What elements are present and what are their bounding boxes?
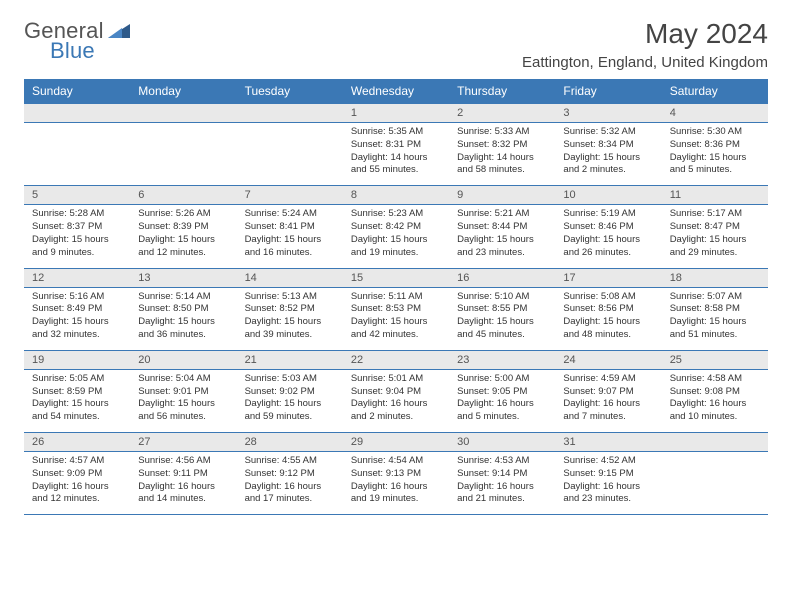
brand-triangle-icon xyxy=(108,22,130,43)
location-subtitle: Eattington, England, United Kingdom xyxy=(522,54,768,71)
month-title: May 2024 xyxy=(522,18,768,50)
day-number: 17 xyxy=(555,269,661,287)
day-info: Sunrise: 5:17 AMSunset: 8:47 PMDaylight:… xyxy=(662,205,768,267)
day-number: 7 xyxy=(237,186,343,204)
day-info: Sunrise: 4:55 AMSunset: 9:12 PMDaylight:… xyxy=(237,452,343,514)
day-number: 8 xyxy=(343,186,449,204)
day-number: 29 xyxy=(343,433,449,451)
day-number: 31 xyxy=(555,433,661,451)
day-number: 23 xyxy=(449,351,555,369)
day-number: 28 xyxy=(237,433,343,451)
day-number: 4 xyxy=(662,104,768,122)
day-info: Sunrise: 5:33 AMSunset: 8:32 PMDaylight:… xyxy=(449,123,555,185)
brand-text-blue: Blue xyxy=(24,38,95,64)
weekday-header: Friday xyxy=(555,79,661,104)
day-info-row: Sunrise: 5:28 AMSunset: 8:37 PMDaylight:… xyxy=(24,205,768,268)
day-number-row: 567891011 xyxy=(24,186,768,205)
day-info: Sunrise: 4:58 AMSunset: 9:08 PMDaylight:… xyxy=(662,370,768,432)
day-info xyxy=(24,123,130,185)
weekday-header: Tuesday xyxy=(237,79,343,104)
day-info-row: Sunrise: 5:35 AMSunset: 8:31 PMDaylight:… xyxy=(24,123,768,186)
day-info: Sunrise: 5:35 AMSunset: 8:31 PMDaylight:… xyxy=(343,123,449,185)
day-info: Sunrise: 5:03 AMSunset: 9:02 PMDaylight:… xyxy=(237,370,343,432)
day-number: 18 xyxy=(662,269,768,287)
day-number: 30 xyxy=(449,433,555,451)
day-info: Sunrise: 5:10 AMSunset: 8:55 PMDaylight:… xyxy=(449,288,555,350)
day-info: Sunrise: 4:53 AMSunset: 9:14 PMDaylight:… xyxy=(449,452,555,514)
weekday-header: Wednesday xyxy=(343,79,449,104)
day-info: Sunrise: 5:32 AMSunset: 8:34 PMDaylight:… xyxy=(555,123,661,185)
day-number: 10 xyxy=(555,186,661,204)
brand-logo: General Blue xyxy=(24,18,130,64)
day-number-row: 262728293031 xyxy=(24,433,768,452)
day-info: Sunrise: 5:07 AMSunset: 8:58 PMDaylight:… xyxy=(662,288,768,350)
weekday-header: Thursday xyxy=(449,79,555,104)
day-number: 21 xyxy=(237,351,343,369)
day-info: Sunrise: 5:21 AMSunset: 8:44 PMDaylight:… xyxy=(449,205,555,267)
day-info: Sunrise: 4:56 AMSunset: 9:11 PMDaylight:… xyxy=(130,452,236,514)
day-number: 11 xyxy=(662,186,768,204)
day-info: Sunrise: 5:13 AMSunset: 8:52 PMDaylight:… xyxy=(237,288,343,350)
day-info: Sunrise: 5:05 AMSunset: 8:59 PMDaylight:… xyxy=(24,370,130,432)
day-number: 16 xyxy=(449,269,555,287)
day-number-row: 19202122232425 xyxy=(24,350,768,369)
calendar-header-row: SundayMondayTuesdayWednesdayThursdayFrid… xyxy=(24,79,768,104)
day-number: 13 xyxy=(130,269,236,287)
calendar-page: General Blue May 2024 Eattington, Englan… xyxy=(0,0,792,612)
day-number: 2 xyxy=(449,104,555,122)
day-number: 9 xyxy=(449,186,555,204)
day-number: 19 xyxy=(24,351,130,369)
day-number: 3 xyxy=(555,104,661,122)
day-info: Sunrise: 5:23 AMSunset: 8:42 PMDaylight:… xyxy=(343,205,449,267)
day-info: Sunrise: 5:04 AMSunset: 9:01 PMDaylight:… xyxy=(130,370,236,432)
day-info: Sunrise: 5:01 AMSunset: 9:04 PMDaylight:… xyxy=(343,370,449,432)
day-info: Sunrise: 5:14 AMSunset: 8:50 PMDaylight:… xyxy=(130,288,236,350)
day-number: 14 xyxy=(237,269,343,287)
day-number-row: 1234 xyxy=(24,104,768,123)
weekday-header: Monday xyxy=(130,79,236,104)
day-number xyxy=(130,104,236,122)
day-number: 22 xyxy=(343,351,449,369)
day-info: Sunrise: 4:54 AMSunset: 9:13 PMDaylight:… xyxy=(343,452,449,514)
day-info xyxy=(130,123,236,185)
weekday-header: Sunday xyxy=(24,79,130,104)
day-number xyxy=(24,104,130,122)
day-number: 1 xyxy=(343,104,449,122)
day-number-row: 12131415161718 xyxy=(24,268,768,287)
day-info-row: Sunrise: 4:57 AMSunset: 9:09 PMDaylight:… xyxy=(24,452,768,515)
weekday-header: Saturday xyxy=(662,79,768,104)
day-info: Sunrise: 5:30 AMSunset: 8:36 PMDaylight:… xyxy=(662,123,768,185)
day-info: Sunrise: 5:08 AMSunset: 8:56 PMDaylight:… xyxy=(555,288,661,350)
day-info-row: Sunrise: 5:05 AMSunset: 8:59 PMDaylight:… xyxy=(24,369,768,432)
day-info: Sunrise: 4:52 AMSunset: 9:15 PMDaylight:… xyxy=(555,452,661,514)
calendar-table: SundayMondayTuesdayWednesdayThursdayFrid… xyxy=(24,79,768,514)
calendar-body: 1234Sunrise: 5:35 AMSunset: 8:31 PMDayli… xyxy=(24,104,768,515)
day-info: Sunrise: 4:59 AMSunset: 9:07 PMDaylight:… xyxy=(555,370,661,432)
day-number: 27 xyxy=(130,433,236,451)
day-number xyxy=(237,104,343,122)
day-info: Sunrise: 5:16 AMSunset: 8:49 PMDaylight:… xyxy=(24,288,130,350)
day-info: Sunrise: 5:26 AMSunset: 8:39 PMDaylight:… xyxy=(130,205,236,267)
day-info xyxy=(662,452,768,514)
day-number: 24 xyxy=(555,351,661,369)
day-number: 5 xyxy=(24,186,130,204)
day-info-row: Sunrise: 5:16 AMSunset: 8:49 PMDaylight:… xyxy=(24,287,768,350)
day-number xyxy=(662,433,768,451)
day-info xyxy=(237,123,343,185)
topbar: General Blue May 2024 Eattington, Englan… xyxy=(24,18,768,71)
day-number: 15 xyxy=(343,269,449,287)
day-info: Sunrise: 4:57 AMSunset: 9:09 PMDaylight:… xyxy=(24,452,130,514)
day-number: 20 xyxy=(130,351,236,369)
day-number: 25 xyxy=(662,351,768,369)
day-number: 26 xyxy=(24,433,130,451)
day-info: Sunrise: 5:24 AMSunset: 8:41 PMDaylight:… xyxy=(237,205,343,267)
day-number: 12 xyxy=(24,269,130,287)
bottom-rule xyxy=(24,514,768,515)
heading: May 2024 Eattington, England, United Kin… xyxy=(522,18,768,71)
day-info: Sunrise: 5:19 AMSunset: 8:46 PMDaylight:… xyxy=(555,205,661,267)
day-info: Sunrise: 5:28 AMSunset: 8:37 PMDaylight:… xyxy=(24,205,130,267)
day-info: Sunrise: 5:11 AMSunset: 8:53 PMDaylight:… xyxy=(343,288,449,350)
day-number: 6 xyxy=(130,186,236,204)
day-info: Sunrise: 5:00 AMSunset: 9:05 PMDaylight:… xyxy=(449,370,555,432)
